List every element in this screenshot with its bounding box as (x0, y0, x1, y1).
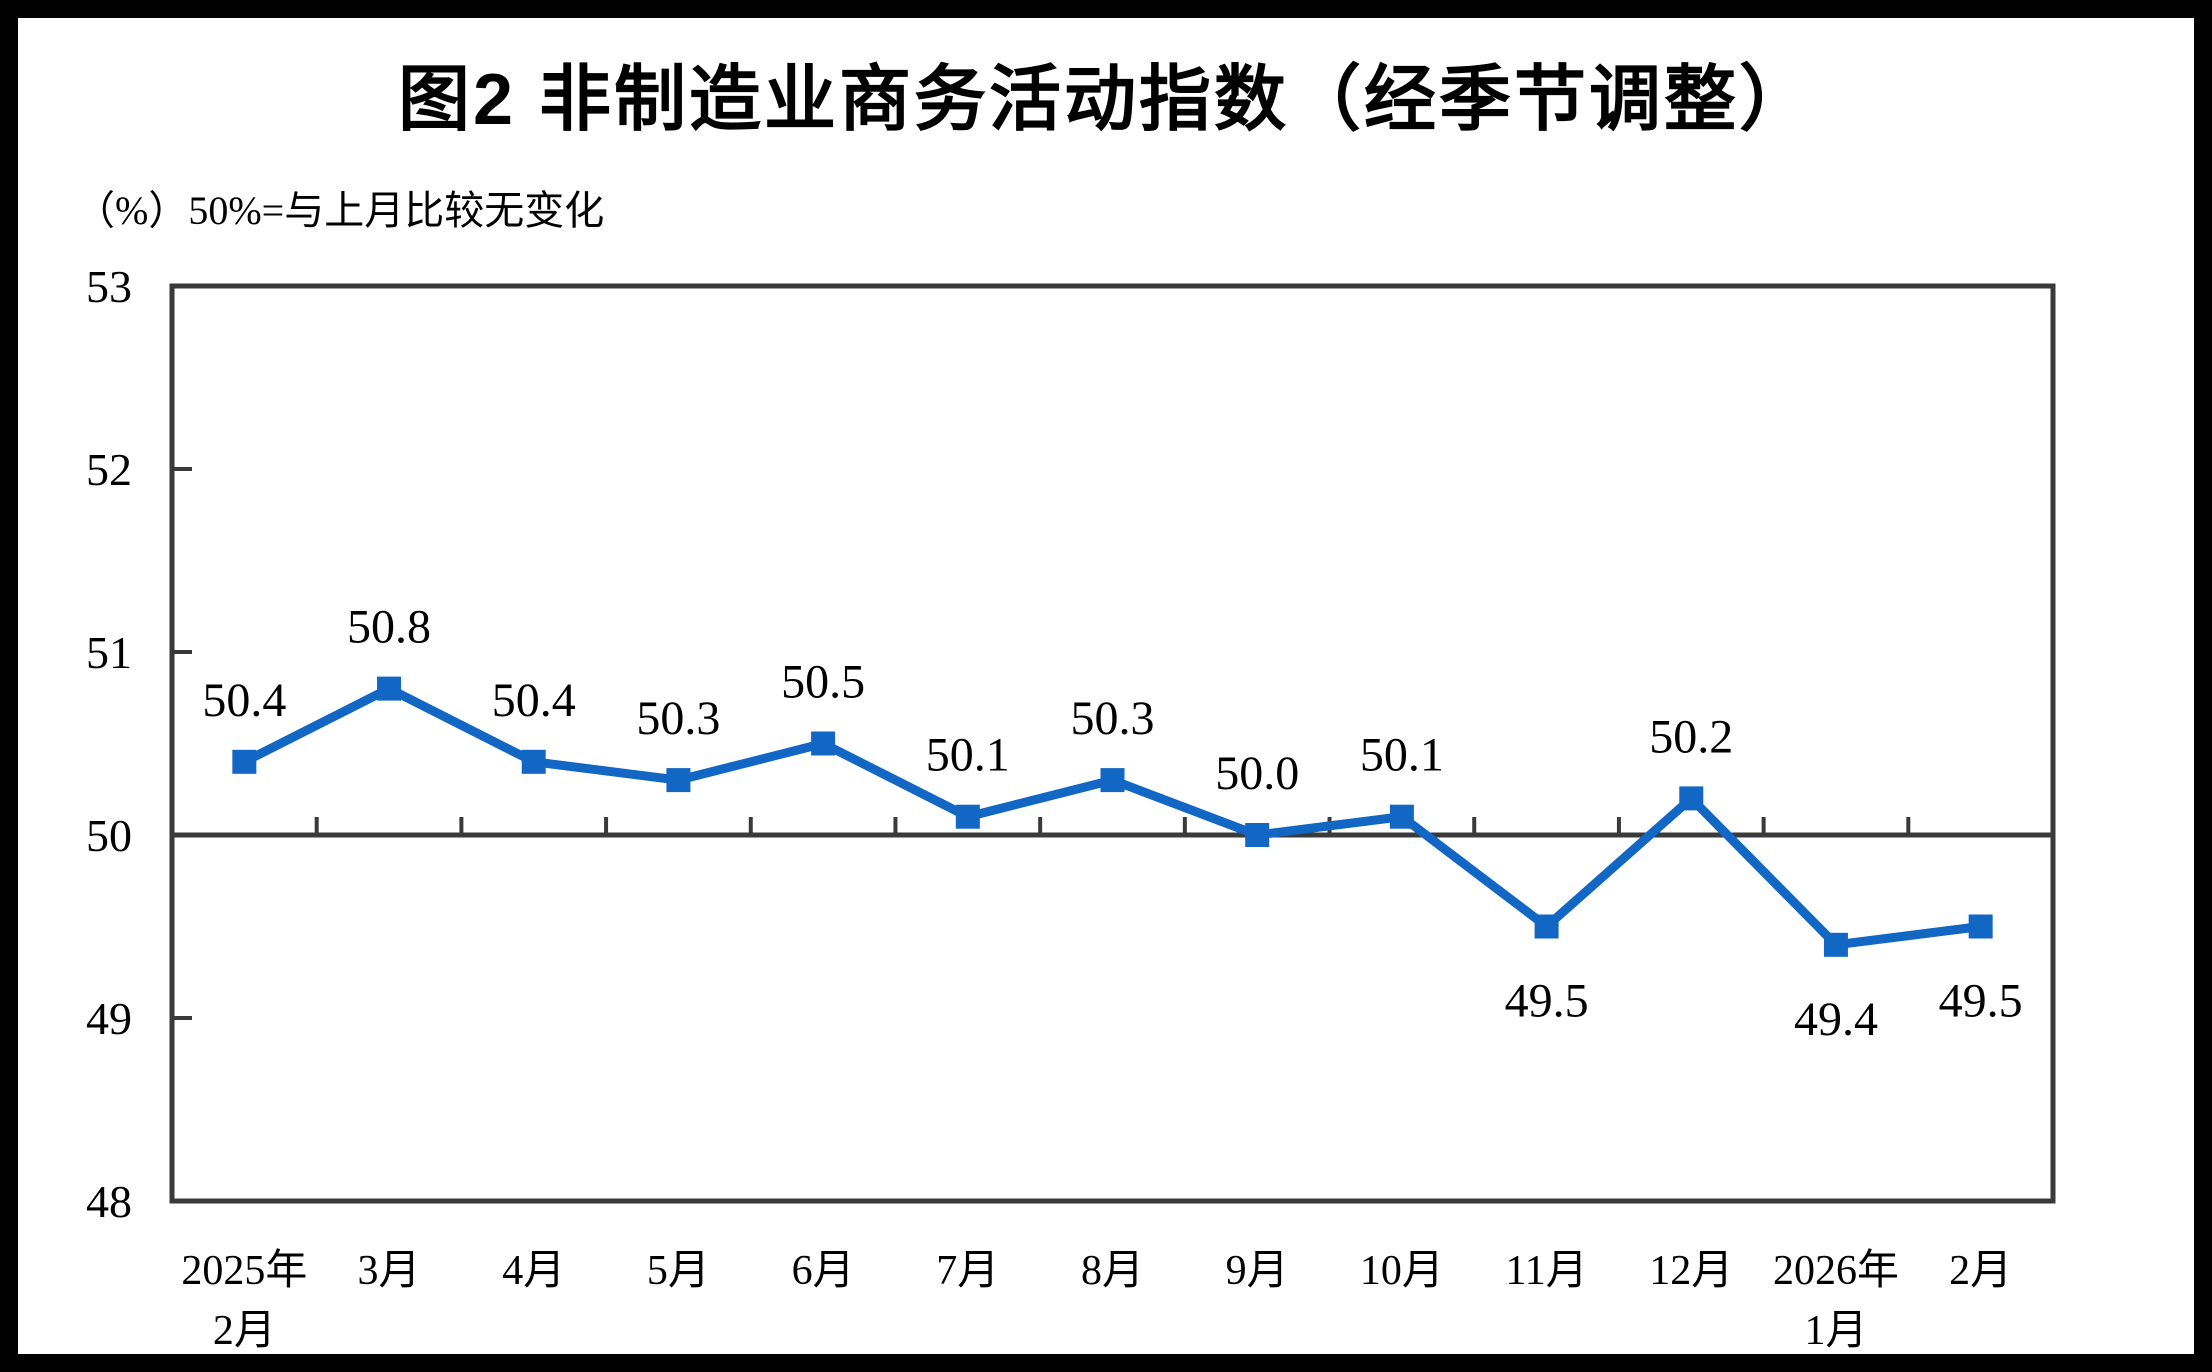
x-axis-label: 6月 (792, 1248, 855, 1294)
x-axis-label: 7月 (936, 1248, 999, 1294)
x-axis-label: 5月 (647, 1248, 710, 1294)
x-axis-label: 11月 (1505, 1248, 1587, 1294)
data-point-marker (1534, 914, 1559, 939)
data-point-marker (232, 749, 257, 774)
y-axis-label: 49 (86, 993, 132, 1044)
chart-title: 图2 非制造业商务活动指数（经季节调整） (397, 60, 1815, 140)
data-point-marker (811, 731, 836, 756)
x-axis-label: 1月 (1804, 1308, 1867, 1354)
data-point-marker (1389, 804, 1414, 829)
x-axis-label: 4月 (502, 1248, 565, 1294)
data-point-label: 50.1 (926, 729, 1010, 782)
data-point-label: 50.8 (347, 601, 431, 654)
data-point-marker (377, 676, 402, 701)
data-point-marker (1245, 823, 1270, 847)
x-axis-label: 2025年 (181, 1247, 307, 1294)
x-axis-label: 10月 (1360, 1248, 1444, 1294)
data-point-label: 50.4 (202, 674, 286, 727)
line-chart-canvas: 53 52 51 50 49 48 50.4 50.8 50.4 50.3 50.5 50.1 50.3… (86, 261, 2056, 1354)
y-axis-label: 48 (86, 1176, 132, 1227)
data-point-marker (1823, 932, 1848, 957)
data-point-marker (955, 804, 980, 829)
data-point-marker (666, 768, 691, 793)
data-point-marker (1968, 914, 1993, 939)
data-point-marker (1100, 768, 1125, 793)
data-point-label: 49.5 (1505, 975, 1589, 1028)
data-point-marker (521, 749, 546, 774)
x-axis-label: 8月 (1081, 1248, 1144, 1294)
y-axis-label: 53 (86, 261, 132, 312)
axis-unit-note: （%）50%=与上月比较无变化 (75, 188, 605, 233)
data-point-label: 50.2 (1649, 710, 1733, 763)
x-axis-label: 2026年 (1773, 1247, 1899, 1294)
data-point-label: 50.3 (636, 692, 720, 745)
y-axis-label: 50 (86, 810, 132, 861)
x-axis-label: 3月 (358, 1248, 421, 1294)
x-axis-label: 9月 (1226, 1248, 1289, 1294)
x-axis-label: 2月 (213, 1308, 276, 1354)
plot-border (169, 283, 2056, 1204)
data-point-label: 50.4 (492, 674, 576, 727)
x-axis-label: 2月 (1949, 1248, 2012, 1294)
data-point-label: 49.5 (1939, 975, 2023, 1028)
x-axis-label: 12月 (1649, 1248, 1733, 1294)
data-point-label: 50.1 (1360, 729, 1444, 782)
data-point-label: 50.0 (1215, 747, 1299, 800)
y-axis-label: 51 (86, 627, 132, 678)
data-point-label: 50.3 (1071, 692, 1155, 745)
data-point-label: 50.5 (781, 656, 865, 709)
data-point-marker (1679, 786, 1704, 811)
y-axis-label: 52 (86, 444, 132, 495)
data-point-label: 49.4 (1794, 993, 1878, 1046)
